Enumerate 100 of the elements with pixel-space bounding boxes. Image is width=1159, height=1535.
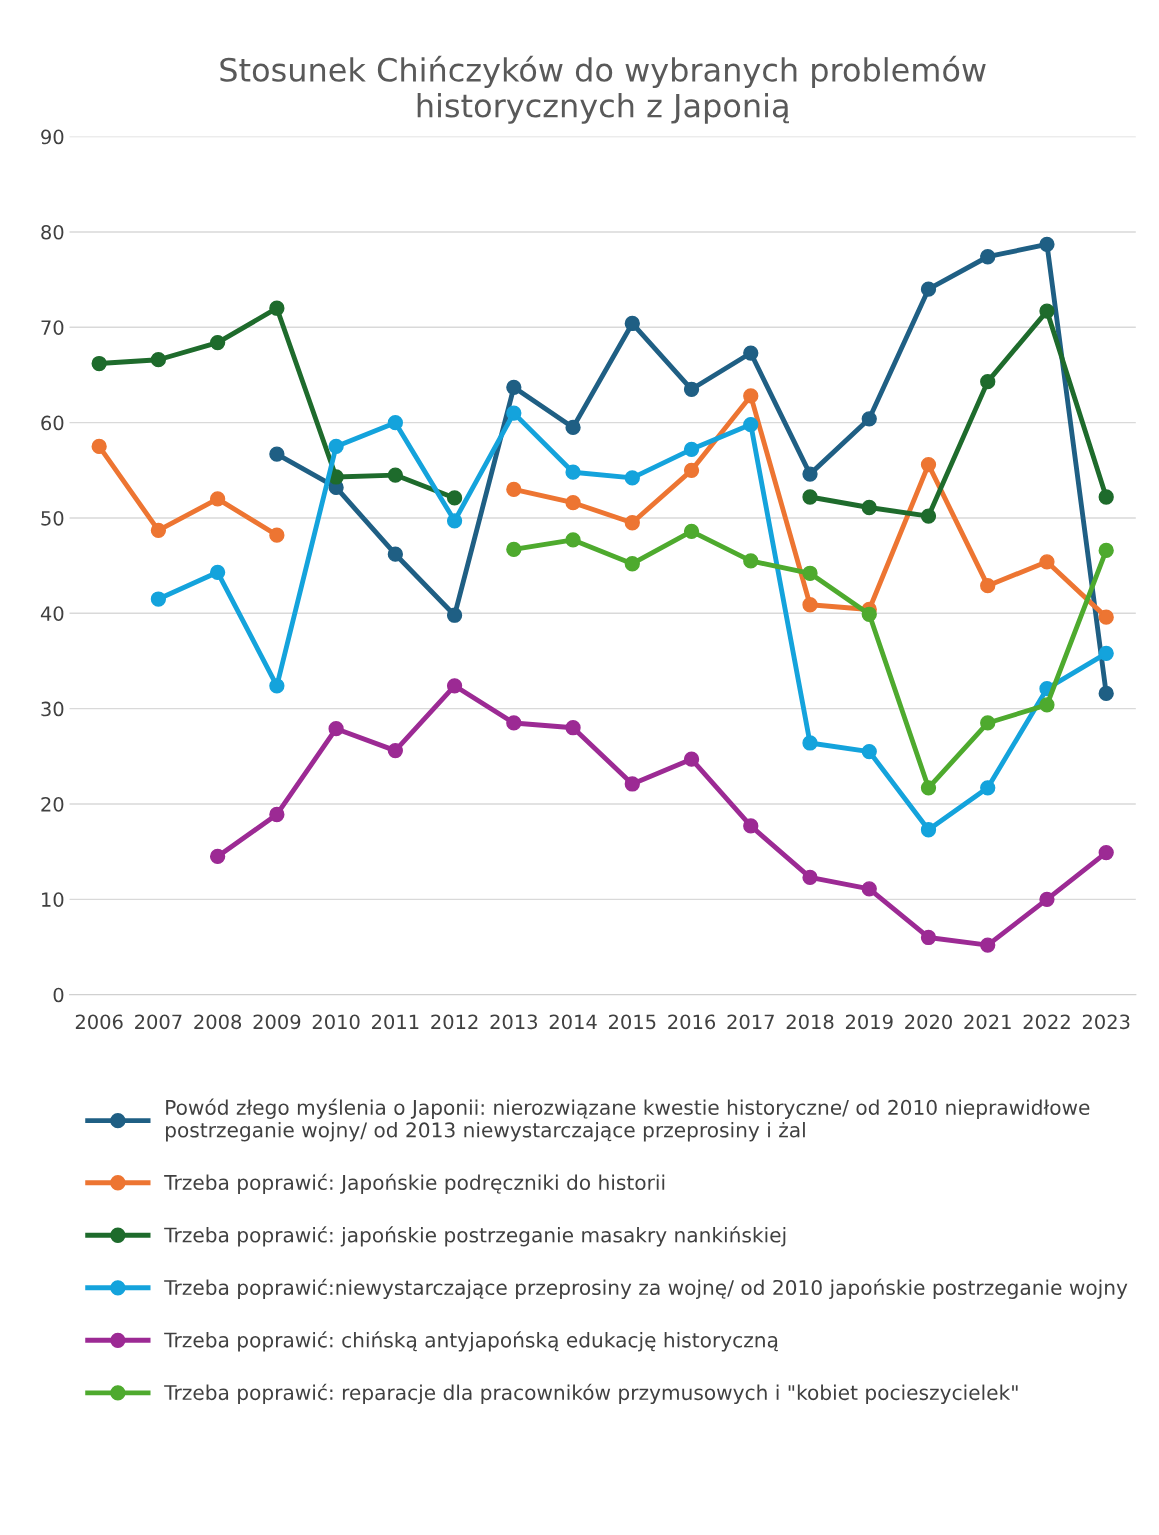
point bbox=[861, 743, 877, 760]
point bbox=[743, 388, 759, 404]
point bbox=[980, 715, 996, 731]
y-tick-label: 70 bbox=[41, 320, 64, 335]
point bbox=[387, 546, 403, 562]
point bbox=[861, 499, 877, 516]
point bbox=[269, 300, 285, 316]
y-tick-label: 20 bbox=[41, 796, 64, 812]
y-tick-label: 30 bbox=[41, 701, 64, 717]
point bbox=[209, 334, 226, 351]
point bbox=[150, 522, 167, 539]
point bbox=[624, 470, 640, 486]
point bbox=[743, 345, 759, 361]
x-tick-label: 2013 bbox=[490, 1014, 538, 1030]
point bbox=[209, 564, 226, 580]
point bbox=[1098, 685, 1114, 702]
legend-label: Trzeba poprawić: chińską antyjapońską edukację historyczną bbox=[164, 1331, 778, 1352]
point bbox=[743, 416, 759, 433]
point bbox=[446, 678, 463, 694]
point bbox=[150, 352, 167, 368]
point bbox=[861, 411, 877, 427]
point bbox=[861, 881, 877, 897]
point bbox=[683, 751, 700, 767]
point bbox=[683, 381, 700, 397]
x-tick-label: 2018 bbox=[786, 1014, 834, 1030]
point bbox=[506, 379, 522, 396]
legend-label: Trzeba poprawić:niewystarczające przeprosiny za wojnę/ od 2010 japońskie postrzeganie wojny bbox=[164, 1278, 1128, 1300]
x-tick-label: 2007 bbox=[135, 1014, 182, 1030]
point bbox=[506, 481, 522, 498]
point bbox=[802, 466, 818, 482]
point bbox=[506, 541, 522, 558]
x-tick-label: 2015 bbox=[608, 1014, 656, 1030]
point bbox=[269, 527, 285, 543]
point bbox=[328, 438, 344, 455]
point bbox=[980, 374, 996, 390]
point bbox=[802, 735, 818, 751]
point bbox=[387, 414, 403, 431]
y-tick-label: 0 bbox=[53, 987, 64, 1003]
point bbox=[624, 315, 640, 332]
x-tick-label: 2006 bbox=[75, 1014, 123, 1030]
point bbox=[920, 508, 937, 524]
point bbox=[624, 776, 640, 792]
point bbox=[446, 490, 463, 506]
point bbox=[328, 721, 344, 737]
x-tick-label: 2023 bbox=[1082, 1014, 1130, 1030]
point bbox=[743, 818, 759, 834]
point bbox=[209, 491, 226, 507]
point bbox=[1039, 891, 1055, 907]
point bbox=[269, 806, 285, 823]
legend-label: Trzeba poprawić: Japońskie podręczniki do historii bbox=[164, 1173, 665, 1194]
point bbox=[920, 929, 937, 946]
point bbox=[1098, 844, 1114, 861]
point bbox=[920, 281, 937, 297]
point bbox=[1098, 609, 1114, 625]
point bbox=[506, 405, 522, 421]
point bbox=[446, 607, 463, 623]
point bbox=[1098, 645, 1114, 662]
x-tick-label: 2011 bbox=[372, 1014, 419, 1030]
x-tick-label: 2014 bbox=[549, 1014, 597, 1030]
point bbox=[1039, 554, 1055, 570]
x-tick-label: 2016 bbox=[668, 1014, 716, 1030]
point bbox=[802, 597, 818, 613]
x-tick-label: 2009 bbox=[253, 1014, 301, 1030]
point bbox=[920, 780, 937, 796]
point bbox=[920, 456, 937, 473]
point bbox=[980, 937, 996, 953]
point bbox=[920, 822, 937, 838]
y-tick-label: 60 bbox=[41, 415, 64, 431]
point bbox=[1039, 236, 1055, 252]
y-tick-label: 80 bbox=[41, 224, 64, 240]
x-tick-label: 2019 bbox=[845, 1014, 893, 1030]
x-tick-label: 2020 bbox=[905, 1014, 952, 1030]
x-tick-label: 2017 bbox=[727, 1014, 774, 1030]
point bbox=[269, 446, 285, 462]
y-tick-label: 40 bbox=[40, 606, 64, 621]
y-tick-label: 90 bbox=[41, 129, 64, 145]
point bbox=[624, 515, 640, 531]
legend-label: Powód złego myślenia o Japonii: nierozwiązane kwestie historyczne/ od 2010 nieprawidłowe postrzeganie wojny/ od 2013 niewystarczające przeprosiny i żal bbox=[166, 1098, 1090, 1142]
y-tick-label: 10 bbox=[42, 892, 64, 907]
point bbox=[565, 464, 581, 480]
point bbox=[150, 591, 167, 607]
point bbox=[1098, 542, 1114, 559]
legend-label: Trzeba poprawić: japońskie postrzeganie masakry nankińskiej bbox=[164, 1226, 786, 1247]
point bbox=[683, 523, 700, 539]
point bbox=[209, 848, 226, 865]
point bbox=[624, 556, 640, 572]
point bbox=[980, 249, 996, 265]
x-tick-label: 2021 bbox=[964, 1014, 1011, 1030]
point bbox=[861, 606, 877, 622]
point bbox=[683, 462, 700, 478]
point bbox=[1039, 303, 1055, 319]
point bbox=[269, 678, 285, 694]
point bbox=[980, 578, 996, 594]
point bbox=[91, 355, 107, 372]
point bbox=[802, 565, 818, 581]
point bbox=[980, 780, 996, 796]
point bbox=[506, 715, 522, 731]
point bbox=[565, 532, 581, 548]
point bbox=[387, 467, 403, 483]
x-tick-label: 2008 bbox=[194, 1014, 242, 1030]
